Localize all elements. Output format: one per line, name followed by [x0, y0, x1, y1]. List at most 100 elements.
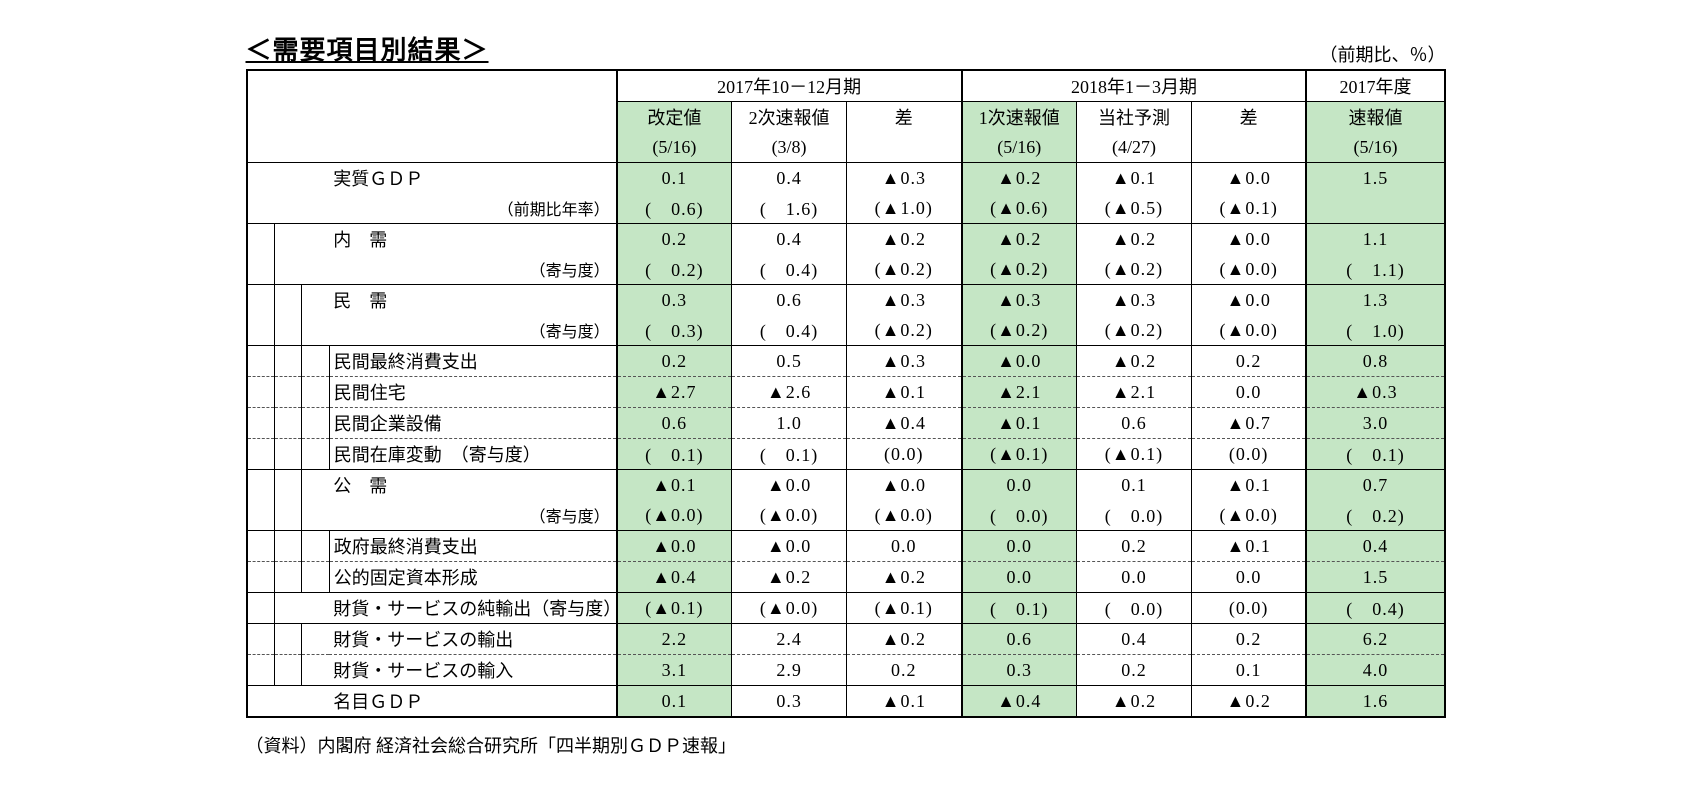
cell-value: 0.2 — [1191, 624, 1306, 655]
cell-value: 4.0 — [1306, 655, 1444, 686]
row-sublabel: （寄与度） — [329, 315, 616, 346]
cell-value: ( 0.1) — [732, 439, 847, 470]
cell-value: ( 0.4) — [732, 315, 847, 346]
table-row: 政府最終消費支出▲0.0▲0.00.00.00.2▲0.10.4 — [247, 531, 1445, 562]
cell-value: (▲0.0) — [1191, 500, 1306, 531]
cell-value: 2.2 — [617, 624, 732, 655]
cell-value: (▲0.2) — [847, 315, 962, 346]
cell-value: ▲2.7 — [617, 377, 732, 408]
cell-value: ▲0.2 — [847, 562, 962, 593]
cell-value: (▲0.0) — [847, 500, 962, 531]
cell-value: 0.0 — [962, 562, 1077, 593]
table-row: 内 需0.20.4▲0.2▲0.2▲0.2▲0.01.1 — [247, 224, 1445, 255]
cell-value: 0.7 — [1306, 470, 1444, 501]
cell-value: ▲2.1 — [962, 377, 1077, 408]
table-row: 民間在庫変動 （寄与度）( 0.1)( 0.1)(0.0)(▲0.1)(▲0.1… — [247, 439, 1445, 470]
cell-value: ▲0.3 — [962, 285, 1077, 316]
cell-value: ▲0.0 — [1191, 163, 1306, 194]
cell-value: ▲0.3 — [847, 346, 962, 377]
cell-value: ( 0.2) — [617, 254, 732, 285]
cell-value: (▲0.5) — [1076, 193, 1191, 224]
cell-value: ( 0.1) — [962, 593, 1077, 624]
table-row: 財貨・サービスの輸入3.12.90.20.30.20.14.0 — [247, 655, 1445, 686]
cell-value: 0.1 — [1191, 655, 1306, 686]
cell-value: ▲0.0 — [1191, 285, 1306, 316]
cell-value: 0.4 — [732, 224, 847, 255]
table-row: 民間住宅▲2.7▲2.6▲0.1▲2.1▲2.10.0▲0.3 — [247, 377, 1445, 408]
cell-value: 0.2 — [1191, 346, 1306, 377]
cell-value: ( 1.1) — [1306, 254, 1444, 285]
cell-value: (▲0.2) — [1076, 254, 1191, 285]
cell-value: 0.8 — [1306, 346, 1444, 377]
cell-value: 0.2 — [617, 346, 732, 377]
cell-value: ( 0.0) — [1076, 500, 1191, 531]
cell-value: 2.9 — [732, 655, 847, 686]
cell-value: ( 1.6) — [732, 193, 847, 224]
row-label: 財貨・サービスの純輸出（寄与度） — [329, 593, 616, 624]
table-row: 財貨・サービスの純輸出（寄与度）(▲0.1)(▲0.0)(▲0.1)( 0.1)… — [247, 593, 1445, 624]
cell-value: ▲0.0 — [732, 470, 847, 501]
cell-value: 0.5 — [732, 346, 847, 377]
cell-value: ▲0.2 — [1076, 686, 1191, 718]
cell-value: (▲0.2) — [962, 254, 1077, 285]
cell-value: 0.0 — [847, 531, 962, 562]
table-row: 名目ＧＤＰ0.10.3▲0.1▲0.4▲0.2▲0.21.6 — [247, 686, 1445, 718]
row-label: 公的固定資本形成 — [329, 562, 616, 593]
cell-value: ▲0.4 — [962, 686, 1077, 718]
cell-value: (▲1.0) — [847, 193, 962, 224]
cell-value: 0.1 — [617, 163, 732, 194]
row-label: 財貨・サービスの輸出 — [329, 624, 616, 655]
unit-note: （前期比、％） — [1320, 41, 1446, 67]
cell-value: 0.3 — [962, 655, 1077, 686]
cell-value: 0.1 — [617, 686, 732, 718]
cell-value: (▲0.6) — [962, 193, 1077, 224]
cell-value: ( 0.6) — [617, 193, 732, 224]
cell-value: (▲0.1) — [847, 593, 962, 624]
cell-value: 0.2 — [1076, 655, 1191, 686]
row-label: 名目ＧＤＰ — [329, 686, 616, 718]
cell-value: ▲0.1 — [1191, 470, 1306, 501]
cell-value: (▲0.0) — [617, 500, 732, 531]
cell-value: ▲2.6 — [732, 377, 847, 408]
cell-value: ▲0.1 — [1191, 531, 1306, 562]
cell-value: (▲0.2) — [1076, 315, 1191, 346]
table-row: 公 需▲0.1▲0.0▲0.00.00.1▲0.10.7 — [247, 470, 1445, 501]
row-label: 民間在庫変動 （寄与度） — [329, 439, 616, 470]
cell-value: 0.1 — [1076, 470, 1191, 501]
cell-value: ▲0.2 — [1076, 346, 1191, 377]
table-row: 公的固定資本形成▲0.4▲0.2▲0.20.00.00.01.5 — [247, 562, 1445, 593]
cell-value — [1306, 193, 1444, 224]
cell-value: ▲0.3 — [847, 163, 962, 194]
cell-value: 0.6 — [732, 285, 847, 316]
cell-value: 0.6 — [617, 408, 732, 439]
row-label: 内 需 — [329, 224, 616, 255]
cell-value: 0.2 — [1076, 531, 1191, 562]
row-label: 民間最終消費支出 — [329, 346, 616, 377]
table-row: 民間最終消費支出0.20.5▲0.3▲0.0▲0.20.20.8 — [247, 346, 1445, 377]
cell-value: (▲0.1) — [962, 439, 1077, 470]
cell-value: ▲0.0 — [847, 470, 962, 501]
cell-value: (▲0.2) — [847, 254, 962, 285]
table-row: （寄与度）( 0.2)( 0.4)(▲0.2)(▲0.2)(▲0.2)(▲0.0… — [247, 254, 1445, 285]
cell-value: (0.0) — [847, 439, 962, 470]
cell-value: ▲0.1 — [847, 377, 962, 408]
cell-value: (▲0.0) — [1191, 315, 1306, 346]
cell-value: 1.3 — [1306, 285, 1444, 316]
table-row: 財貨・サービスの輸出2.22.4▲0.20.60.40.26.2 — [247, 624, 1445, 655]
row-label: 政府最終消費支出 — [329, 531, 616, 562]
cell-value: ▲0.2 — [847, 624, 962, 655]
cell-value: (▲0.0) — [1191, 254, 1306, 285]
cell-value: ( 0.4) — [1306, 593, 1444, 624]
table-row: （寄与度）(▲0.0)(▲0.0)(▲0.0)( 0.0)( 0.0)(▲0.0… — [247, 500, 1445, 531]
cell-value: 6.2 — [1306, 624, 1444, 655]
cell-value: 3.1 — [617, 655, 732, 686]
cell-value: 0.4 — [1306, 531, 1444, 562]
cell-value: (▲0.1) — [617, 593, 732, 624]
row-label: 実質ＧＤＰ — [329, 163, 616, 194]
cell-value: 1.5 — [1306, 163, 1444, 194]
cell-value: ▲0.2 — [962, 224, 1077, 255]
cell-value: ▲0.0 — [962, 346, 1077, 377]
cell-value: ▲0.0 — [617, 531, 732, 562]
cell-value: ▲0.1 — [1076, 163, 1191, 194]
cell-value: ▲0.0 — [1191, 224, 1306, 255]
